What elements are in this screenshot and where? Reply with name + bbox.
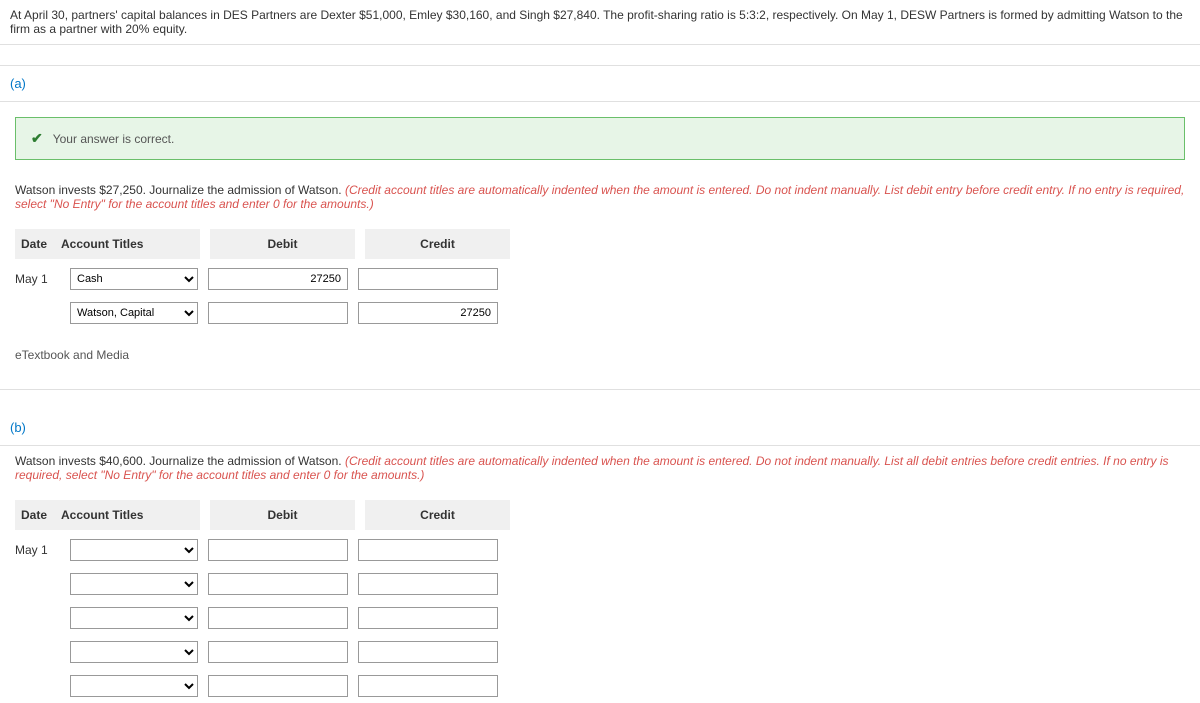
journal-row: CashWatson, CapitalDexter, CapitalEmley,… [0, 635, 1200, 669]
header-debit: Debit [210, 229, 355, 259]
check-icon: ✔ [31, 130, 43, 147]
part-a-journal-rows: May 1 CashWatson, CapitalNo Entry CashWats… [0, 262, 1200, 330]
account-title-select[interactable]: CashWatson, CapitalNo Entry [70, 268, 198, 290]
journal-row: May 1 CashWatson, CapitalNo Entry [0, 262, 1200, 296]
correct-banner-text: Your answer is correct. [53, 132, 175, 146]
date-cell: May 1 [15, 272, 60, 286]
part-b-instruction-black: Watson invests $40,600. Journalize the a… [15, 454, 345, 468]
credit-input[interactable] [358, 268, 498, 290]
header-credit: Credit [365, 229, 510, 259]
header-credit-b: Credit [365, 500, 510, 530]
account-title-select[interactable]: CashWatson, CapitalDexter, CapitalEmley,… [70, 641, 198, 663]
journal-row: CashWatson, CapitalDexter, CapitalEmley,… [0, 669, 1200, 703]
credit-input[interactable] [358, 573, 498, 595]
part-a-instruction: Watson invests $27,250. Journalize the a… [0, 175, 1200, 226]
part-a-journal-header: Date Account Titles Debit Credit [0, 226, 1200, 262]
journal-row: CashWatson, CapitalDexter, CapitalEmley,… [0, 567, 1200, 601]
etextbook-link[interactable]: eTextbook and Media [0, 330, 1200, 380]
account-title-select[interactable]: CashWatson, CapitalDexter, CapitalEmley,… [70, 573, 198, 595]
header-date-b: Date [21, 508, 47, 522]
header-debit-b: Debit [210, 500, 355, 530]
part-a: (a) [0, 65, 1200, 102]
correct-banner: ✔ Your answer is correct. [15, 117, 1185, 160]
debit-input[interactable] [208, 607, 348, 629]
header-date: Date [21, 237, 47, 251]
debit-input[interactable] [208, 573, 348, 595]
header-titles: Account Titles [61, 237, 143, 251]
part-a-label: (a) [0, 66, 1200, 101]
credit-input[interactable] [358, 641, 498, 663]
debit-input[interactable] [208, 268, 348, 290]
account-title-select[interactable]: CashWatson, CapitalDexter, CapitalEmley,… [70, 539, 198, 561]
part-b-label: (b) [0, 410, 1200, 445]
part-b: (b) [0, 410, 1200, 446]
credit-input[interactable] [358, 607, 498, 629]
journal-row: May 1 CashWatson, CapitalDexter, CapitalE… [0, 533, 1200, 567]
account-title-select[interactable]: CashWatson, CapitalNo Entry [70, 302, 198, 324]
credit-input[interactable] [358, 675, 498, 697]
credit-input[interactable] [358, 539, 498, 561]
account-title-select[interactable]: CashWatson, CapitalDexter, CapitalEmley,… [70, 607, 198, 629]
journal-row: CashWatson, CapitalNo Entry [0, 296, 1200, 330]
account-title-select[interactable]: CashWatson, CapitalDexter, CapitalEmley,… [70, 675, 198, 697]
part-b-instruction: Watson invests $40,600. Journalize the a… [0, 446, 1200, 497]
part-b-journal-header: Date Account Titles Debit Credit [0, 497, 1200, 533]
part-b-journal-rows: May 1 CashWatson, CapitalDexter, CapitalE… [0, 533, 1200, 703]
debit-input[interactable] [208, 302, 348, 324]
part-a-instruction-black: Watson invests $27,250. Journalize the a… [15, 183, 345, 197]
debit-input[interactable] [208, 539, 348, 561]
header-titles-b: Account Titles [61, 508, 143, 522]
problem-statement: At April 30, partners' capital balances … [0, 0, 1200, 45]
debit-input[interactable] [208, 641, 348, 663]
journal-row: CashWatson, CapitalDexter, CapitalEmley,… [0, 601, 1200, 635]
credit-input[interactable] [358, 302, 498, 324]
debit-input[interactable] [208, 675, 348, 697]
date-cell: May 1 [15, 543, 60, 557]
